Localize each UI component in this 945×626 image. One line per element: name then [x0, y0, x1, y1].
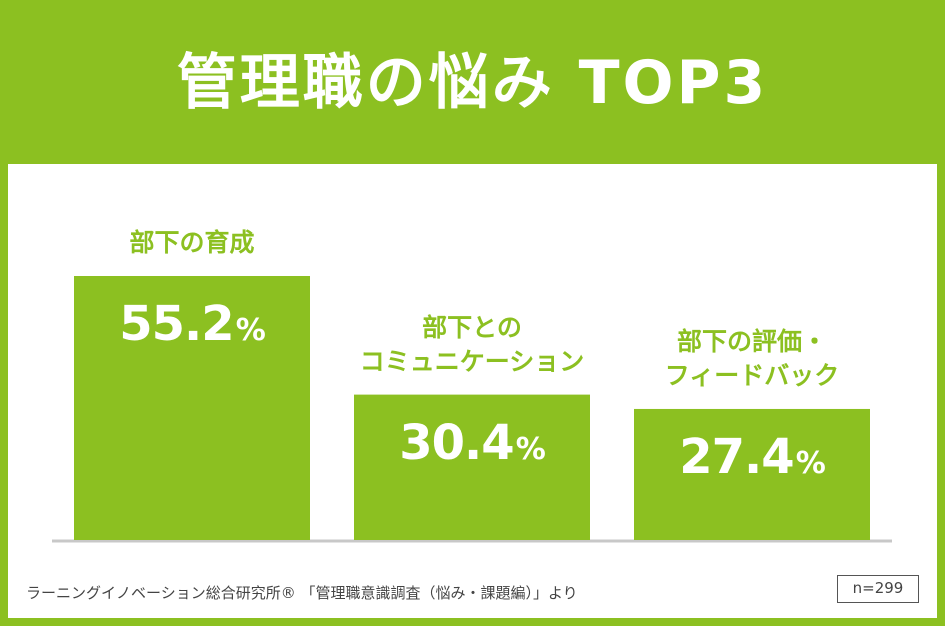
bar-3	[634, 408, 870, 540]
category-label-3: 部下の評価・ フィードバック	[664, 326, 840, 390]
bar-value-unit: %	[795, 445, 826, 481]
bar-value-unit: %	[235, 313, 266, 348]
bar-value-label-3: 27.4%	[634, 427, 870, 494]
category-label-2: 部下との コミュニケーション	[359, 312, 585, 376]
page-title: 管理職の悩み TOP3	[176, 48, 769, 118]
category-label-1: 部下の育成	[129, 228, 255, 257]
bar-value-unit: %	[515, 431, 546, 467]
bar-value-number: 27.4	[679, 428, 794, 485]
bar-value-number: 55.2	[119, 296, 234, 352]
bar-value-label-1: 55.2%	[74, 294, 310, 361]
bar-2	[354, 394, 590, 540]
bar-1	[74, 276, 310, 540]
bar-value-number: 30.4	[399, 414, 514, 471]
sample-size-badge: n=299	[837, 575, 919, 603]
source-note: ラーニングイノベーション総合研究所® 「管理職意識調査（悩み・課題編）」より	[26, 584, 578, 602]
bar-value-label-2: 30.4%	[354, 413, 590, 480]
